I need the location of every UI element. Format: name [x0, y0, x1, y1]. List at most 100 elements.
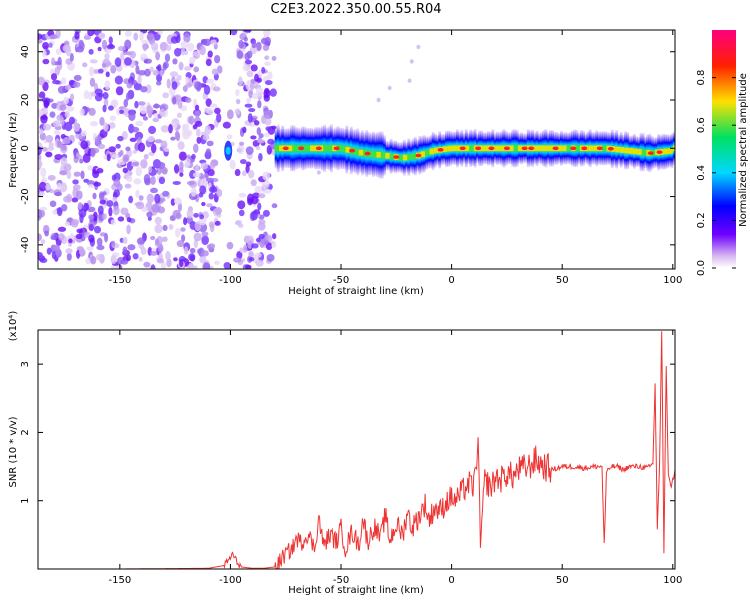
- signal-core: [566, 145, 572, 152]
- noise-speckle: [102, 213, 107, 220]
- noise-speckle: [66, 170, 72, 180]
- noise-speckle: [57, 85, 66, 94]
- noise-speckle: [160, 125, 170, 133]
- noise-speckle: [247, 113, 253, 123]
- noise-speckle: [54, 66, 61, 76]
- snr-ytick-label: 2: [20, 429, 31, 435]
- noise-speckle: [111, 174, 117, 181]
- noise-speckle: [59, 104, 67, 111]
- noise-speckle: [185, 76, 190, 84]
- noise-speckle: [86, 246, 94, 251]
- spectrogram-xtick-label: -50: [333, 275, 349, 286]
- colorbar-tick-label: 0.8: [696, 70, 707, 86]
- noise-speckle: [38, 181, 47, 192]
- signal-peak: [521, 146, 528, 151]
- noise-speckle: [120, 259, 129, 265]
- noise-speckle: [146, 104, 152, 114]
- noise-speckle: [198, 192, 204, 198]
- noise-speckle: [192, 51, 200, 57]
- noise-speckle: [96, 245, 105, 251]
- noise-speckle: [68, 116, 76, 125]
- noise-speckle: [76, 190, 83, 200]
- noise-speckle: [105, 71, 110, 78]
- noise-speckle: [87, 30, 95, 37]
- noise-speckle: [44, 230, 49, 237]
- noise-speckle: [190, 187, 197, 197]
- noise-speckle: [127, 244, 136, 251]
- noise-speckle: [124, 39, 132, 50]
- noise-speckle: [164, 53, 171, 63]
- noise-speckle: [184, 157, 191, 167]
- noise-speckle: [59, 182, 68, 193]
- signal-peak: [298, 146, 305, 151]
- noise-speckle: [203, 84, 211, 95]
- noise-speckle: [154, 216, 162, 225]
- signal-core: [407, 154, 412, 160]
- noise-speckle: [200, 178, 208, 188]
- noise-speckle: [111, 153, 120, 159]
- noise-speckle: [85, 257, 92, 265]
- signal-core: [380, 152, 386, 159]
- noise-speckle: [122, 167, 129, 174]
- noise-speckle: [246, 97, 252, 104]
- noise-speckle: [65, 248, 73, 254]
- noise-speckle: [92, 211, 98, 222]
- signal-peak: [596, 146, 603, 151]
- noise-speckle: [181, 46, 186, 56]
- noise-speckle: [214, 220, 221, 226]
- noise-speckle: [209, 186, 218, 194]
- noise-speckle: [128, 195, 134, 204]
- noise-speckle: [255, 238, 261, 243]
- noise-speckle: [407, 78, 412, 83]
- noise-speckle: [142, 43, 148, 52]
- figure-title: C2E3.2022.350.00.55.R04: [270, 2, 441, 17]
- colorbar-label: Normalized spectral amplitude: [738, 73, 749, 227]
- signal-core: [341, 145, 346, 152]
- noise-speckle: [93, 225, 102, 234]
- noise-speckle: [194, 109, 201, 118]
- noise-speckle: [238, 192, 247, 198]
- noise-speckle: [263, 109, 272, 119]
- noise-speckle: [244, 59, 253, 65]
- noise-speckle: [210, 103, 218, 108]
- noise-speckle: [257, 139, 265, 144]
- noise-speckle: [109, 115, 117, 121]
- noise-speckle: [201, 235, 209, 246]
- noise-speckle: [108, 105, 114, 111]
- noise-speckle: [206, 203, 213, 208]
- noise-speckle: [205, 148, 212, 156]
- noise-speckle: [120, 207, 129, 216]
- noise-speckle: [135, 166, 143, 177]
- noise-speckle: [242, 64, 250, 72]
- noise-speckle: [80, 130, 88, 137]
- spectrogram-marks: [38, 30, 675, 269]
- spectrogram-ytick-label: 20: [20, 94, 31, 107]
- signal-core: [540, 145, 545, 152]
- noise-speckle: [409, 59, 414, 64]
- snr-ytick-label: 3: [20, 361, 31, 367]
- noise-speckle: [266, 253, 275, 262]
- noise-speckle: [66, 105, 75, 112]
- noise-speckle: [157, 206, 166, 214]
- spectrogram-frame: [37, 29, 676, 270]
- noise-speckle: [209, 265, 214, 269]
- noise-speckle: [102, 92, 109, 100]
- signal-core: [557, 145, 563, 152]
- noise-speckle: [183, 217, 188, 226]
- noise-speckle: [49, 34, 58, 40]
- signal-core: [292, 145, 297, 152]
- noise-speckle: [193, 213, 200, 218]
- noise-speckle: [264, 80, 273, 86]
- noise-speckle: [101, 39, 108, 50]
- noise-speckle: [248, 88, 254, 99]
- noise-speckle: [134, 131, 144, 141]
- signal-core: [575, 145, 580, 152]
- colorbar-gradient: [712, 30, 736, 268]
- noise-speckle: [77, 202, 83, 210]
- noise-speckle: [76, 45, 85, 53]
- noise-speckle: [157, 64, 162, 72]
- noise-speckle: [156, 258, 164, 264]
- noise-speckle: [193, 143, 199, 153]
- noise-speckle: [122, 154, 130, 163]
- noise-speckle: [154, 224, 163, 234]
